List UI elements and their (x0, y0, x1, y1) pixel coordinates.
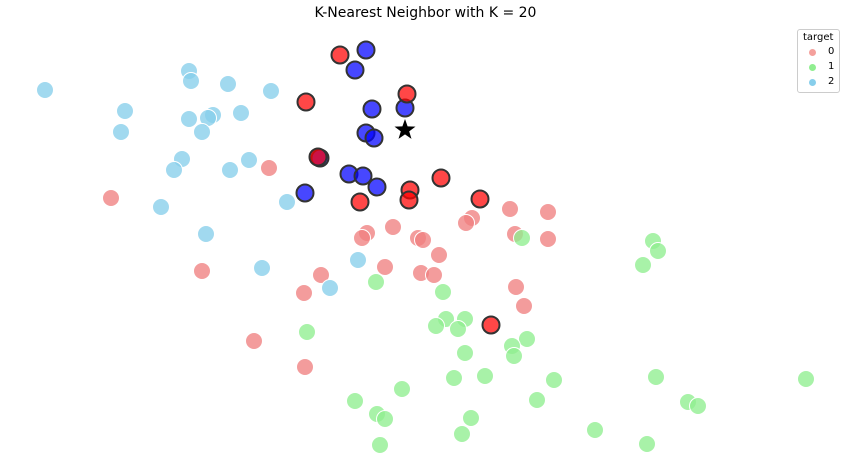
data-point-class-0 (501, 200, 519, 218)
data-point-class-1 (689, 397, 707, 415)
data-point-class-0 (296, 358, 314, 376)
data-point-class-2 (193, 123, 211, 141)
data-point-class-0 (384, 218, 402, 236)
data-point-class-1 (586, 421, 604, 439)
legend-item-2: 2 (798, 76, 839, 90)
data-point-class-0 (430, 246, 448, 264)
data-point-class-0 (457, 214, 475, 232)
data-point-class-1 (634, 256, 652, 274)
data-point-class-1 (649, 242, 667, 260)
neighbor-point-class-0 (481, 315, 501, 335)
neighbor-point-class-0 (330, 45, 350, 65)
neighbor-point-class-2 (353, 166, 373, 186)
data-point-class-2 (36, 81, 54, 99)
query-point-star-icon (394, 119, 416, 139)
data-point-class-0 (376, 258, 394, 276)
data-point-class-0 (507, 278, 525, 296)
data-point-class-2 (253, 259, 271, 277)
data-point-class-2 (240, 151, 258, 169)
data-point-class-1 (513, 229, 531, 247)
data-point-class-2 (278, 193, 296, 211)
legend-marker-0 (809, 49, 816, 56)
data-point-class-0 (539, 230, 557, 248)
data-point-class-1 (434, 283, 452, 301)
neighbor-point-class-2 (364, 128, 384, 148)
data-point-class-1 (298, 323, 316, 341)
data-point-class-1 (376, 410, 394, 428)
data-point-class-0 (539, 203, 557, 221)
data-point-class-2 (165, 161, 183, 179)
data-point-class-2 (321, 279, 339, 297)
neighbor-point-class-0 (350, 192, 370, 212)
data-point-class-1 (797, 370, 815, 388)
data-point-class-0 (245, 332, 263, 350)
data-point-class-1 (456, 344, 474, 362)
data-point-class-1 (427, 317, 445, 335)
data-point-class-2 (112, 123, 130, 141)
chart-title: K-Nearest Neighbor with K = 20 (314, 5, 537, 21)
data-point-class-2 (219, 75, 237, 93)
data-point-class-2 (182, 72, 200, 90)
neighbor-point-class-0 (470, 189, 490, 209)
data-point-class-1 (393, 380, 411, 398)
data-point-class-2 (232, 104, 250, 122)
legend-label-1: 1 (828, 61, 835, 72)
neighbor-point-class-2 (362, 99, 382, 119)
neighbor-point-class-0 (431, 168, 451, 188)
data-point-class-1 (371, 436, 389, 454)
data-point-class-2 (116, 102, 134, 120)
data-point-class-1 (462, 409, 480, 427)
neighbor-point-class-2 (367, 177, 387, 197)
legend-marker-2 (809, 79, 816, 86)
data-point-class-0 (414, 231, 432, 249)
legend-label-0: 0 (828, 46, 835, 57)
data-point-class-1 (449, 320, 467, 338)
data-point-class-2 (152, 198, 170, 216)
neighbor-point-class-2 (356, 40, 376, 60)
neighbor-point-class-2 (295, 183, 315, 203)
data-point-class-2 (221, 161, 239, 179)
data-point-class-2 (180, 110, 198, 128)
data-point-class-0 (295, 284, 313, 302)
data-point-class-1 (638, 435, 656, 453)
data-point-class-1 (647, 368, 665, 386)
neighbor-point-class-0 (399, 190, 419, 210)
data-point-class-1 (453, 425, 471, 443)
data-point-class-0 (312, 266, 330, 284)
data-point-class-0 (515, 297, 533, 315)
data-point-class-0 (102, 189, 120, 207)
legend-title: target (803, 32, 834, 43)
neighbor-point-class-0 (397, 84, 417, 104)
legend-marker-1 (809, 64, 816, 71)
data-point-class-1 (367, 273, 385, 291)
data-point-class-0 (260, 159, 278, 177)
data-point-class-1 (528, 391, 546, 409)
data-point-class-1 (445, 369, 463, 387)
neighbor-point-class-0 (308, 147, 328, 167)
data-point-class-1 (518, 330, 536, 348)
data-point-class-0 (353, 229, 371, 247)
data-point-class-1 (346, 392, 364, 410)
data-point-class-0 (425, 266, 443, 284)
legend-item-1: 1 (798, 61, 839, 75)
legend: target 0 1 2 (797, 29, 840, 93)
data-point-class-1 (505, 347, 523, 365)
data-point-class-0 (193, 262, 211, 280)
neighbor-point-class-0 (296, 92, 316, 112)
data-point-class-2 (197, 225, 215, 243)
data-point-class-1 (476, 367, 494, 385)
data-point-class-2 (262, 82, 280, 100)
neighbor-point-class-2 (345, 60, 365, 80)
data-point-class-2 (349, 251, 367, 269)
data-point-class-1 (545, 371, 563, 389)
legend-label-2: 2 (828, 76, 835, 87)
legend-item-0: 0 (798, 46, 839, 60)
